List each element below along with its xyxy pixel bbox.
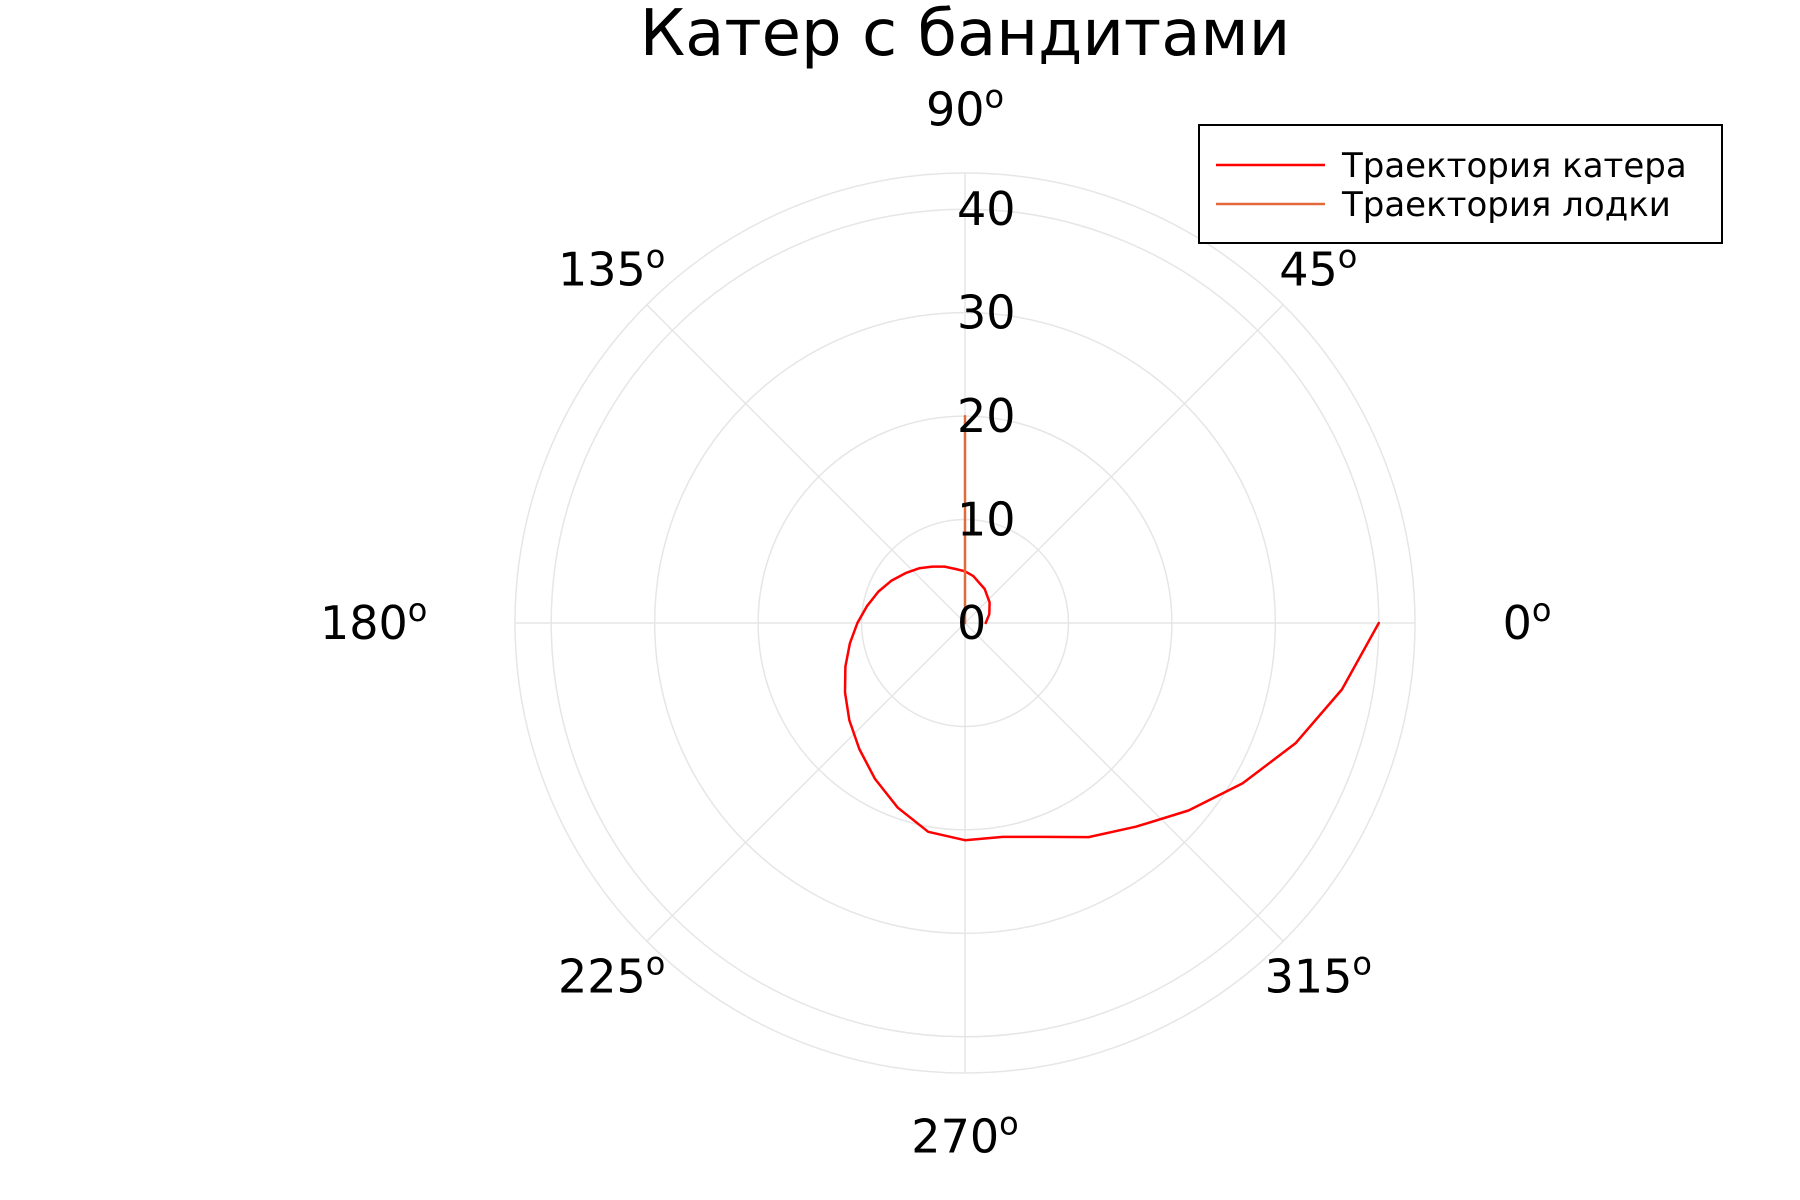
polar-grid [514,172,1416,1074]
tick-labels: 0o 45o 90o 135o 180o 225o 270o 315o 0 10 20 30 40 [320,77,1552,1163]
radial-tick-label: 30 [957,286,1016,340]
grid-spoke [964,622,1284,942]
grid-spoke [964,304,1284,624]
series-layer [843,414,1381,842]
radial-tick-label: 0 [957,596,986,650]
angle-tick-label: 180o [320,591,427,650]
radial-tick-label: 10 [957,493,1016,547]
angle-tick-label: 225o [558,944,665,1003]
series-line-0 [843,565,1381,842]
angle-tick-label: 90o [926,77,1004,136]
angle-tick-label: 0o [1503,591,1552,650]
legend-box [1198,124,1723,244]
radial-tick-label: 40 [957,182,1016,236]
legend-label-rowboat-trajectory: Траектория лодки [1341,185,1671,225]
legend: Траектория катера Траектория лодки [1198,124,1723,244]
radial-tick-label: 20 [957,389,1016,443]
angle-tick-label: 270o [911,1105,1018,1164]
angle-tick-label: 135o [558,238,665,297]
grid-spoke [646,622,966,942]
chart-title: Катер с бандитами [640,0,1291,71]
grid-spoke [646,304,966,624]
angle-tick-label: 315o [1265,944,1372,1003]
angle-tick-label: 45o [1279,238,1357,297]
legend-label-boat-trajectory: Траектория катера [1341,146,1687,186]
